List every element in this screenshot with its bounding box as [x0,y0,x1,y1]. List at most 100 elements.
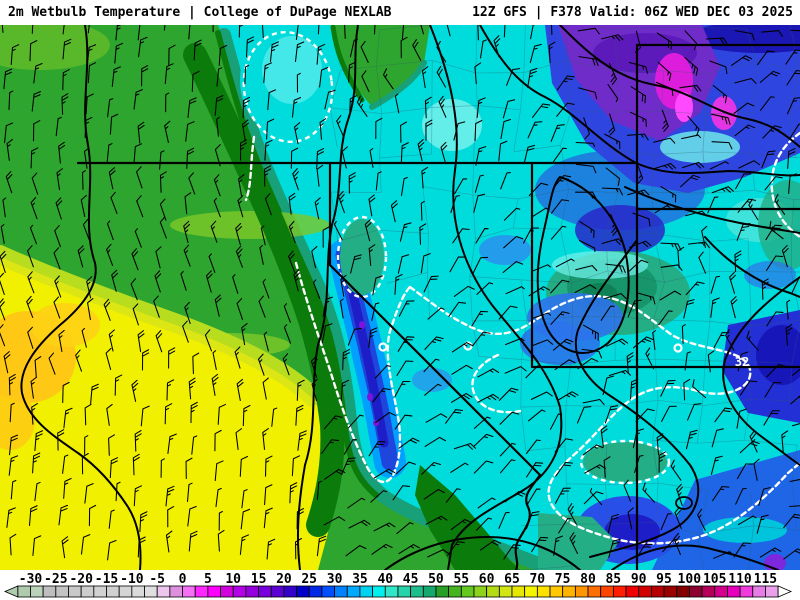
title-bar: 2m Wetbulb Temperature | College of DuPa… [0,0,800,25]
colorbar-tick: -30 [19,572,43,587]
colorbar-segment [296,585,310,598]
colorbar-tick: -10 [120,572,144,587]
colorbar-tick: 5 [204,572,212,587]
colorbar-tick: 85 [605,572,621,587]
colorbar-segment [587,585,602,598]
colorbar-tick: 20 [276,572,292,587]
model-run-info: 12Z GFS | F378 Valid: 06Z WED DEC 03 202… [472,5,793,20]
colorbar-segments [17,585,779,598]
colorbar-tick: 95 [656,572,672,587]
wind-barbs-layer [0,25,800,561]
colorbar-tick: 115 [754,572,777,587]
colorbar-tick: 10 [225,572,241,587]
colorbar-segment [612,585,627,598]
product-title: 2m Wetbulb Temperature | College of DuPa… [8,5,392,20]
colorbar-tick: 90 [631,572,647,587]
colorbar-segment [701,585,716,598]
colorbar-segment [232,585,247,598]
colorbar-tick: 35 [352,572,368,587]
colorbar-segment [68,585,82,598]
colorbar-tick: 0 [179,572,187,587]
colorbar-segment [144,585,158,598]
colorbar-segment [663,585,678,598]
colorbar-segment [752,585,766,598]
map-canvas: 32 [0,25,800,570]
colorbar-segment [638,585,652,598]
colorbar-segment [156,585,171,598]
colorbar-tick: 105 [703,572,726,587]
weather-map: 32 [0,25,800,570]
colorbar-segment [511,585,526,598]
colorbar-tick: 25 [301,572,317,587]
colorbar-tick: 55 [453,572,469,587]
colorbar-segment [30,585,44,598]
colorbar-segment [258,585,272,598]
colorbar-segment [384,585,399,598]
colorbar-segment [194,585,209,598]
colorbar-segment [524,585,538,598]
colorbar-segment [448,585,462,598]
colorbar-segment [283,585,297,598]
colorbar-tick: 60 [479,572,495,587]
colorbar-segment [321,585,335,598]
colorbar-segment [334,585,348,598]
colorbar-segment [714,585,728,598]
colorbar-arrow-left [3,585,19,598]
colorbar-segment [651,585,665,598]
colorbar-segment [93,585,107,598]
colorbar-segment [346,585,361,598]
colorbar-tick: 45 [403,572,419,587]
colorbar-segment [359,585,374,598]
state-borders-layer [76,43,800,570]
colorbar-tick: -25 [44,572,67,587]
colorbar-segment [410,585,424,598]
colorbar-segment [245,585,259,598]
county-lines-layer [329,25,800,570]
colorbar-segment [372,585,386,598]
colorbar-segment [55,585,69,598]
colorbar-segment [536,585,551,598]
colorbar-tick: 15 [251,572,267,587]
colorbar-segment [182,585,196,598]
colorbar-segment [600,585,614,598]
colorbar-segment [486,585,500,598]
colorbar-tick: 70 [529,572,545,587]
colorbar-arrow-right [777,585,793,598]
colorbar-segment [765,585,779,598]
freezing-contour-label: 32 [735,355,749,369]
colorbar-segment [727,585,741,598]
colorbar-tick: 75 [555,572,571,587]
colorbar-tick: 100 [678,572,702,587]
colorbar-segment [118,585,133,598]
colorbar-tick: 65 [504,572,520,587]
colorbar-segment [549,585,564,598]
colorbar-area: -30 -25 -20 -15 -10 -5 0 5 10 15 20 25 30 35 40 45 50 55 6… [0,570,800,600]
colorbar-segment [422,585,437,598]
colorbar-segment [562,585,576,598]
colorbar-segment [80,585,95,598]
filled-contours-layer [0,25,800,570]
colorbar-segment [397,585,412,598]
colorbar-segment [460,585,475,598]
colorbar-segment [676,585,690,598]
colorbar-tick: 110 [728,572,752,587]
colorbar-tick: -20 [69,572,93,587]
colorbar-tick: 50 [428,572,444,587]
black-contours-layer [20,25,800,570]
colorbar-tick-labels: -30 -25 -20 -15 -10 -5 0 5 10 15 20 25 30 35 40 45 50 55 6… [19,572,777,587]
colorbar-segment [574,585,589,598]
colorbar-segment [435,585,450,598]
colorbar-segment [42,585,57,598]
colorbar-segment [739,585,754,598]
colorbar-segment [498,585,513,598]
colorbar-segment [131,585,145,598]
colorbar-segment [308,585,323,598]
colorbar-segment [17,585,31,598]
colorbar-segment [169,585,183,598]
colorbar-segment [220,585,234,598]
colorbar-segment [270,585,285,598]
colorbar-segment [689,585,703,598]
colorbar-tick: -15 [95,572,118,587]
colorbar: -30 -25 -20 -15 -10 -5 0 5 10 15 20 25 30 35 40 45 50 55 6… [3,572,793,598]
